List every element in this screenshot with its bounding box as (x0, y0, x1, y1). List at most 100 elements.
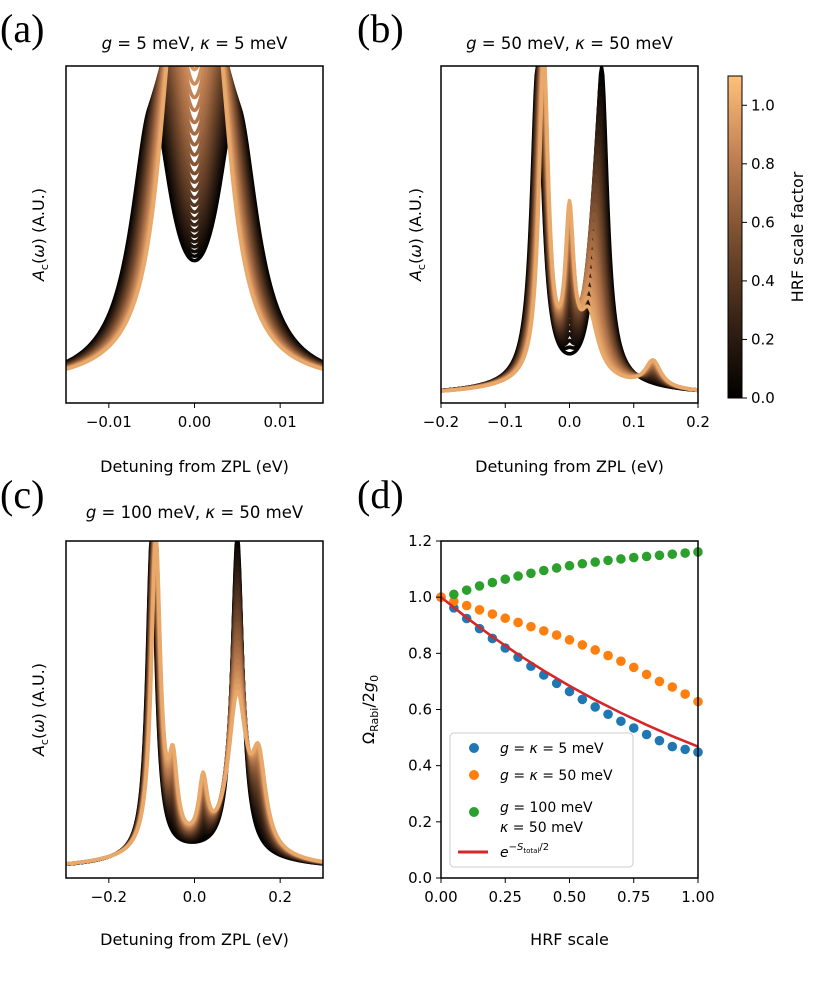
x-tick-label: 0.0 (183, 888, 207, 906)
data-point (628, 552, 639, 563)
y-tick-label: 0.2 (408, 813, 432, 831)
exp-fit-line (440, 596, 699, 748)
legend-marker-orange (469, 770, 479, 780)
data-point (641, 551, 652, 562)
data-point (641, 669, 652, 680)
panel-c-ylabel: Ac(ω) (A.U.) (29, 663, 51, 757)
panel-label-c: (c) (0, 472, 44, 517)
data-point (551, 563, 562, 573)
data-point (500, 613, 511, 624)
data-point (680, 744, 690, 755)
x-tick-label: −0.1 (487, 413, 523, 431)
data-point (513, 617, 523, 628)
data-point (564, 686, 575, 697)
x-tick-label: 1.00 (681, 888, 714, 906)
x-tick-label: −0.01 (86, 413, 132, 431)
legend-label-g5: g = κ = 5 meV (500, 741, 604, 757)
data-point (616, 554, 626, 564)
colorbar-tick-label: 0.6 (751, 213, 775, 231)
panel-c-x-ticks: −0.2 0.0 0.2 (91, 878, 292, 906)
panel-b-curves (441, 66, 698, 393)
data-point (500, 643, 511, 653)
panel-c-title: g = 100 meV, κ = 50 meV (86, 503, 304, 522)
panel-b-title: g = 50 meV, κ = 50 meV (466, 34, 674, 53)
colorbar-gradient (728, 76, 742, 398)
colorbar-tick-label: 0.2 (751, 330, 775, 348)
x-tick-label: 0.50 (553, 888, 586, 906)
legend-label-g100-line2: κ = 50 meV (500, 820, 583, 836)
panel-label-d: (d) (357, 472, 404, 517)
x-tick-label: 0.00 (424, 888, 457, 906)
data-point (461, 600, 472, 611)
x-tick-label: 0.2 (686, 413, 710, 431)
x-tick-label: 0.25 (489, 888, 522, 906)
legend-label-g100-line1: g = 100 meV (500, 800, 593, 816)
spectrum-curve (66, 66, 323, 371)
data-point (654, 676, 665, 687)
colorbar-tick-label: 0.8 (751, 155, 775, 173)
panel-b: (b) g = 50 meV, κ = 50 meV −0.2 −0.1 0.0 0.… (357, 6, 710, 476)
y-tick-label: 0.4 (408, 757, 432, 775)
data-point (667, 682, 678, 692)
legend-label-g50: g = κ = 50 meV (500, 768, 613, 784)
data-point (616, 716, 626, 727)
data-point (603, 650, 613, 661)
panel-label-b: (b) (357, 6, 404, 51)
panel-c-curves (66, 541, 323, 867)
panel-d-plot (436, 547, 703, 757)
data-point (551, 630, 562, 640)
data-point (590, 645, 600, 655)
colorbar: 0.0 0.2 0.4 0.6 0.8 1.0 HRF scale factor (727, 75, 807, 407)
x-tick-label: 0.75 (617, 888, 650, 906)
panel-b-xlabel: Detuning from ZPL (eV) (475, 457, 664, 476)
colorbar-tick-label: 0.0 (751, 389, 775, 407)
data-point (590, 557, 600, 567)
panel-d-ylabel: ΩRabi/2g0 (359, 675, 381, 744)
data-point (628, 662, 639, 673)
data-point (539, 565, 549, 576)
colorbar-ticks: 0.0 0.2 0.4 0.6 0.8 1.0 (742, 96, 775, 407)
spectrum-curve (66, 541, 323, 866)
panel-a-title: g = 5 meV, κ = 5 meV (102, 34, 289, 53)
data-point (680, 689, 690, 699)
y-tick-label: 0.8 (408, 644, 432, 662)
panel-a-x-ticks: −0.01 0.00 0.01 (86, 403, 297, 431)
panel-d-legend: g = κ = 5 meV g = κ = 50 meV g = 100 meV… (449, 732, 634, 868)
spectrum-curve (66, 66, 323, 371)
y-tick-label: 0.0 (408, 869, 432, 887)
data-point (526, 568, 536, 579)
data-point (577, 694, 588, 705)
colorbar-frame (727, 75, 743, 399)
data-point (667, 741, 678, 752)
data-point (641, 729, 652, 740)
colorbar-tick-label: 1.0 (751, 96, 775, 114)
panel-label-a: (a) (0, 6, 44, 51)
legend-box (449, 732, 634, 868)
x-tick-label: 0.00 (178, 413, 211, 431)
data-point (603, 709, 613, 720)
data-point (590, 702, 600, 712)
y-tick-label: 1.0 (408, 588, 432, 606)
panel-c-xlabel: Detuning from ZPL (eV) (100, 930, 289, 949)
x-tick-label: −0.2 (423, 413, 459, 431)
spectrum-curve (66, 66, 323, 371)
data-point (654, 735, 665, 746)
data-point (628, 723, 639, 733)
x-tick-label: 0.2 (268, 888, 292, 906)
x-tick-label: 0.1 (622, 413, 646, 431)
panel-c: (c) g = 100 meV, κ = 50 meV −0.2 0.0 0.2 D… (0, 472, 324, 949)
spectrum-curve (441, 66, 698, 393)
panel-a-xlabel: Detuning from ZPL (eV) (100, 457, 289, 476)
data-point (487, 577, 498, 588)
data-point (474, 605, 485, 615)
data-point (461, 585, 472, 595)
x-tick-label: 0.01 (263, 413, 296, 431)
data-point (654, 550, 665, 561)
data-point (667, 549, 678, 559)
panel-b-x-ticks: −0.2 −0.1 0.0 0.1 0.2 (423, 403, 710, 431)
y-tick-label: 1.2 (408, 532, 432, 550)
x-tick-label: −0.2 (91, 888, 127, 906)
y-tick-label: 0.6 (408, 701, 432, 719)
data-point (513, 571, 523, 581)
